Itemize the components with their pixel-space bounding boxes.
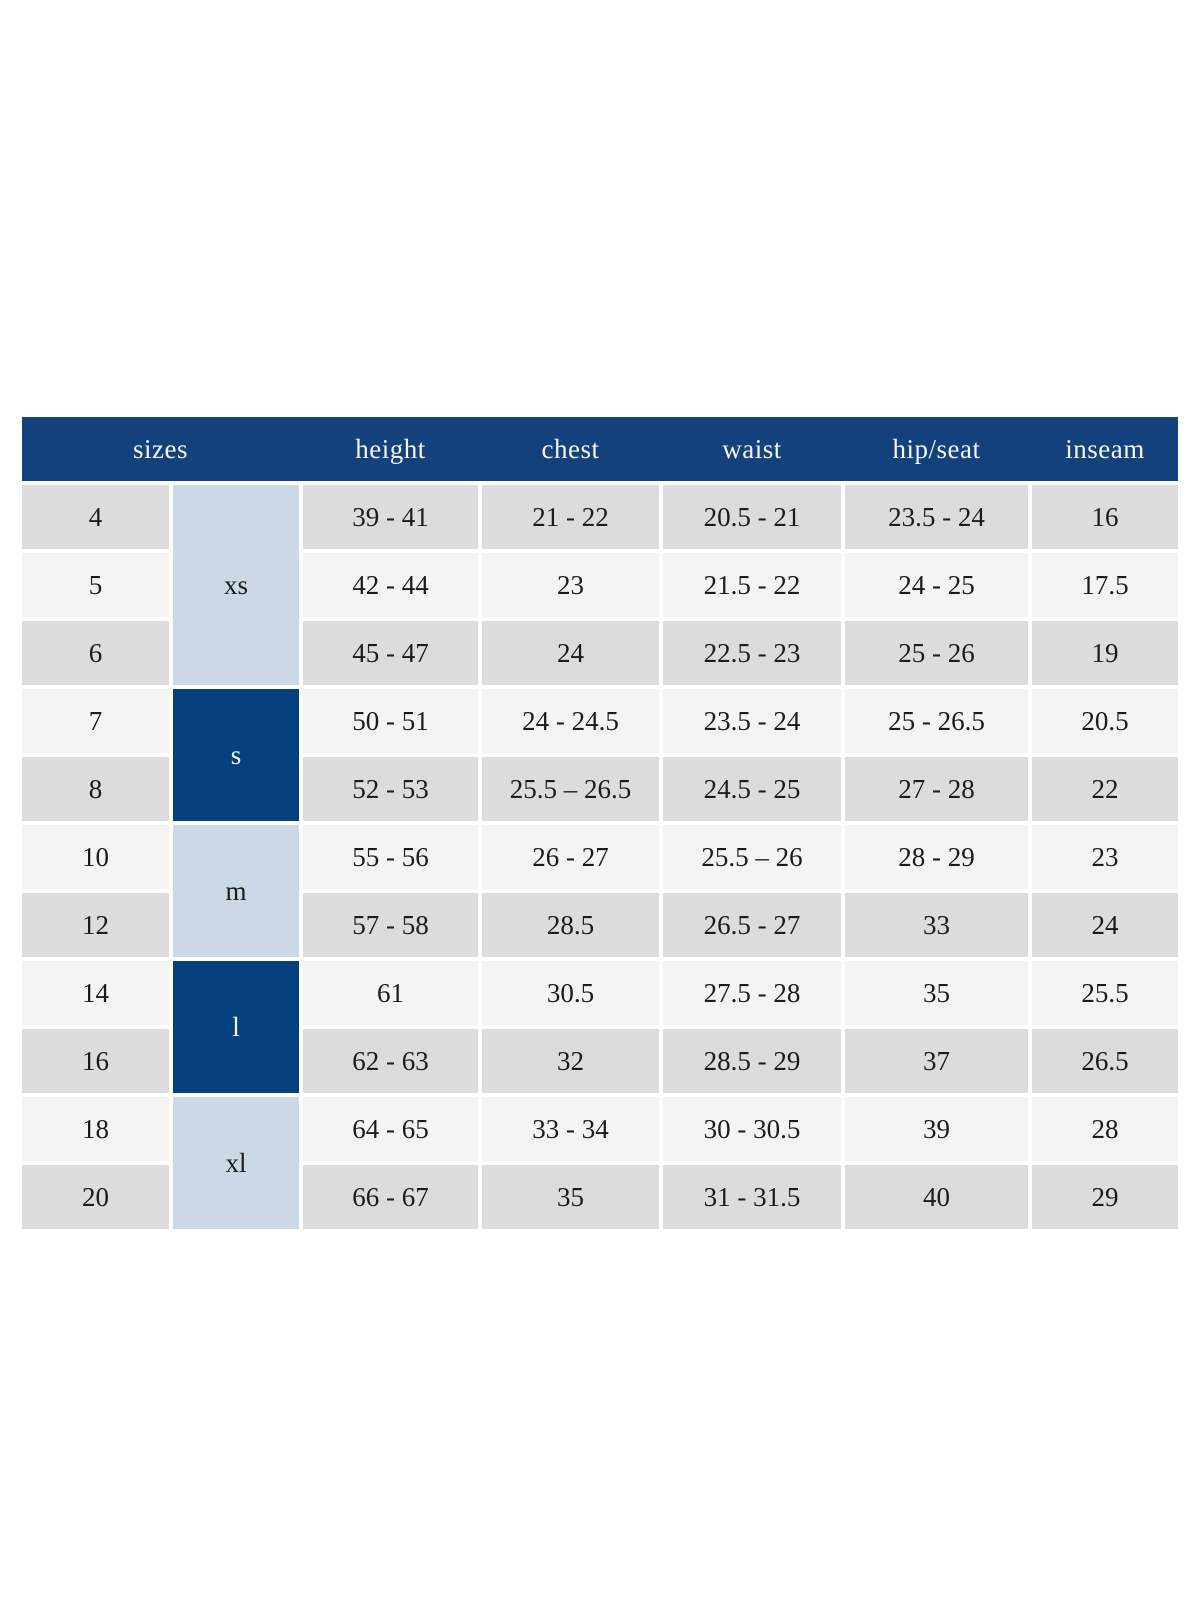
header-chest: chest [541,433,600,464]
size-chart-table: sizes height chest waist hip/seat inseam… [22,417,1178,1229]
cell-size-row-10: 10 [22,825,169,889]
cell-hip-seat-row-10: 28 - 29 [845,825,1028,889]
cell-height-row-20: 66 - 67 [303,1165,478,1229]
cell-waist-row-5: 21.5 - 22 [663,553,841,617]
cell-waist-row-6: 22.5 - 23 [663,621,841,685]
cell-hip-seat-row-4: 23.5 - 24 [845,485,1028,549]
cell-chest-row-6: 24 [482,621,659,685]
cell-inseam-row-18: 28 [1032,1097,1178,1161]
cell-inseam-row-12: 24 [1032,893,1178,957]
group-cell-xs: xs [173,485,299,685]
cell-hip-seat-row-6: 25 - 26 [845,621,1028,685]
cell-waist-row-10: 25.5 – 26 [663,825,841,889]
cell-chest-row-18: 33 - 34 [482,1097,659,1161]
header-hip-seat: hip/seat [892,433,981,464]
cell-height-row-4: 39 - 41 [303,485,478,549]
cell-chest-row-14: 30.5 [482,961,659,1025]
cell-size-row-6: 6 [22,621,169,685]
cell-height-row-14: 61 [303,961,478,1025]
cell-height-row-10: 55 - 56 [303,825,478,889]
group-cell-xl: xl [173,1097,299,1229]
cell-height-row-7: 50 - 51 [303,689,478,753]
cell-inseam-row-14: 25.5 [1032,961,1178,1025]
header-inseam: inseam [1065,433,1145,464]
cell-waist-row-16: 28.5 - 29 [663,1029,841,1093]
cell-waist-row-8: 24.5 - 25 [663,757,841,821]
cell-hip-seat-row-12: 33 [845,893,1028,957]
cell-inseam-row-5: 17.5 [1032,553,1178,617]
cell-hip-seat-row-14: 35 [845,961,1028,1025]
cell-size-row-8: 8 [22,757,169,821]
cell-inseam-row-8: 22 [1032,757,1178,821]
cell-chest-row-20: 35 [482,1165,659,1229]
cell-inseam-row-4: 16 [1032,485,1178,549]
cell-waist-row-4: 20.5 - 21 [663,485,841,549]
cell-waist-row-7: 23.5 - 24 [663,689,841,753]
cell-height-row-12: 57 - 58 [303,893,478,957]
cell-size-row-12: 12 [22,893,169,957]
cell-size-row-20: 20 [22,1165,169,1229]
cell-inseam-row-20: 29 [1032,1165,1178,1229]
header-waist: waist [722,433,782,464]
cell-height-row-18: 64 - 65 [303,1097,478,1161]
cell-chest-row-4: 21 - 22 [482,485,659,549]
cell-inseam-row-7: 20.5 [1032,689,1178,753]
cell-inseam-row-10: 23 [1032,825,1178,889]
cell-hip-seat-row-18: 39 [845,1097,1028,1161]
group-cell-m: m [173,825,299,957]
header-sizes: sizes [133,433,188,464]
cell-size-row-14: 14 [22,961,169,1025]
cell-hip-seat-row-7: 25 - 26.5 [845,689,1028,753]
cell-height-row-6: 45 - 47 [303,621,478,685]
cell-waist-row-20: 31 - 31.5 [663,1165,841,1229]
cell-height-row-8: 52 - 53 [303,757,478,821]
cell-chest-row-12: 28.5 [482,893,659,957]
cell-height-row-5: 42 - 44 [303,553,478,617]
header-height: height [355,433,426,464]
cell-size-row-7: 7 [22,689,169,753]
cell-inseam-row-6: 19 [1032,621,1178,685]
cell-waist-row-12: 26.5 - 27 [663,893,841,957]
cell-chest-row-5: 23 [482,553,659,617]
cell-hip-seat-row-20: 40 [845,1165,1028,1229]
cell-chest-row-10: 26 - 27 [482,825,659,889]
cell-hip-seat-row-5: 24 - 25 [845,553,1028,617]
cell-chest-row-8: 25.5 – 26.5 [482,757,659,821]
cell-height-row-16: 62 - 63 [303,1029,478,1093]
cell-inseam-row-16: 26.5 [1032,1029,1178,1093]
table-header-row: sizes height chest waist hip/seat inseam [22,417,1178,481]
cell-chest-row-16: 32 [482,1029,659,1093]
cell-chest-row-7: 24 - 24.5 [482,689,659,753]
group-cell-l: l [173,961,299,1093]
cell-hip-seat-row-16: 37 [845,1029,1028,1093]
cell-size-row-5: 5 [22,553,169,617]
cell-size-row-18: 18 [22,1097,169,1161]
cell-waist-row-18: 30 - 30.5 [663,1097,841,1161]
group-cell-s: s [173,689,299,821]
cell-waist-row-14: 27.5 - 28 [663,961,841,1025]
cell-size-row-16: 16 [22,1029,169,1093]
cell-hip-seat-row-8: 27 - 28 [845,757,1028,821]
cell-size-row-4: 4 [22,485,169,549]
